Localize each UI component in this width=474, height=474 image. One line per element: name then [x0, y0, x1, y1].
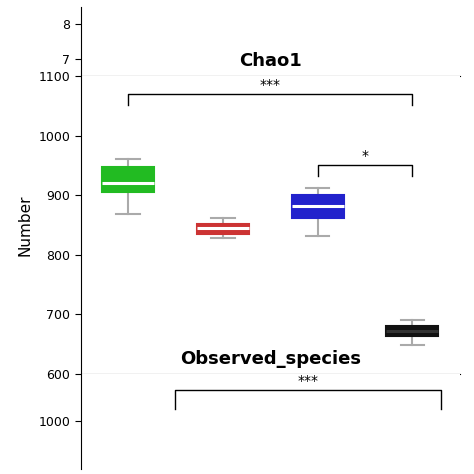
Text: ***: *** [298, 374, 319, 388]
Text: *: * [362, 149, 368, 163]
Bar [102, 166, 154, 192]
Title: Chao1: Chao1 [239, 53, 301, 71]
Bar [386, 326, 438, 336]
Text: ***: *** [260, 78, 281, 91]
Bar [197, 224, 249, 234]
Title: Observed_species: Observed_species [180, 350, 361, 368]
Bar [292, 195, 344, 218]
Y-axis label: Number: Number [18, 194, 33, 255]
